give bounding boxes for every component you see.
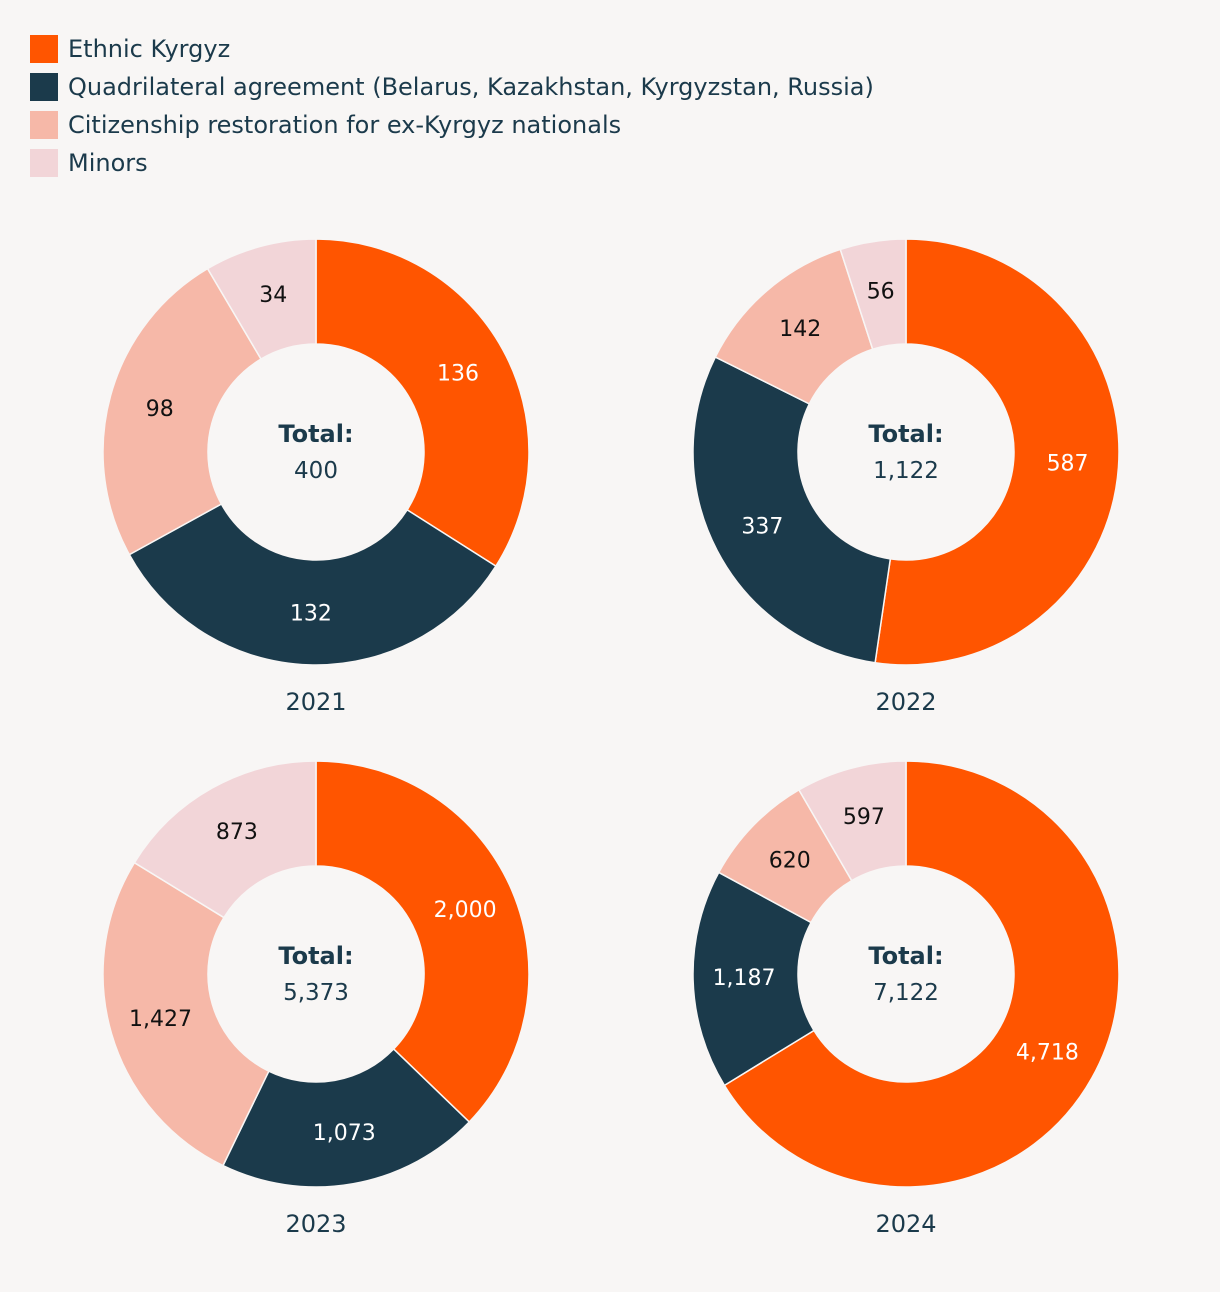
year-label-2022: 2022	[875, 688, 936, 716]
slice-label-minors-2022: 56	[867, 279, 895, 304]
slice-minors-2024	[797, 760, 907, 882]
donut-chart-2021: 136 132 98 34 Total: 400 2021	[102, 238, 530, 716]
total-value-2023: 5,373	[283, 980, 349, 1006]
slice-label-citizenship-restoration-2021: 98	[146, 397, 174, 422]
total-label-2024: Total:	[868, 942, 943, 970]
legend-label-citizenship-restoration: Citizenship restoration for ex-Kyrgyz na…	[68, 111, 622, 139]
slice-label-quadrilateral-agreement-2023: 1,073	[313, 1121, 376, 1146]
year-label-2023: 2023	[285, 1210, 346, 1238]
slice-quadrilateral-agreement-2024	[692, 871, 815, 1087]
total-label-2023: Total:	[278, 942, 353, 970]
year-label-2021: 2021	[285, 688, 346, 716]
legend-swatch-minors	[30, 149, 58, 177]
slice-label-quadrilateral-agreement-2021: 132	[290, 601, 332, 626]
year-label-2024: 2024	[875, 1210, 936, 1238]
legend-item-citizenship-restoration: Citizenship restoration for ex-Kyrgyz na…	[30, 106, 874, 144]
legend-swatch-ethnic-kyrgyz	[30, 35, 58, 63]
legend: Ethnic Kyrgyz Quadrilateral agreement (B…	[30, 30, 874, 182]
legend-label-minors: Minors	[68, 149, 148, 177]
slice-label-quadrilateral-agreement-2022: 337	[741, 515, 783, 540]
slice-label-ethnic-kyrgyz-2021: 136	[437, 361, 479, 386]
slice-ethnic-kyrgyz-2021	[315, 238, 530, 568]
slice-ethnic-kyrgyz-2022	[874, 238, 1120, 666]
donut-chart-2024: 4,718 1,187 620 597 Total: 7,122 2024	[692, 760, 1120, 1238]
legend-swatch-citizenship-restoration	[30, 111, 58, 139]
slice-quadrilateral-agreement-2021	[128, 503, 497, 666]
slice-minors-2023	[133, 760, 317, 919]
legend-item-ethnic-kyrgyz: Ethnic Kyrgyz	[30, 30, 874, 68]
slice-label-citizenship-restoration-2022: 142	[779, 317, 821, 342]
slice-label-quadrilateral-agreement-2024: 1,187	[713, 966, 776, 991]
slice-label-minors-2021: 34	[259, 283, 287, 308]
total-label-2021: Total:	[278, 420, 353, 448]
slice-minors-2022	[839, 238, 907, 351]
total-value-2024: 7,122	[873, 980, 939, 1006]
total-label-2022: Total:	[868, 420, 943, 448]
slice-minors-2021	[206, 238, 317, 361]
total-value-2021: 400	[294, 458, 338, 484]
slice-label-minors-2023: 873	[216, 820, 258, 845]
legend-label-ethnic-kyrgyz: Ethnic Kyrgyz	[68, 35, 231, 63]
slice-quadrilateral-agreement-2022	[692, 356, 892, 664]
donut-chart-2023: 2,000 1,073 1,427 873 Total: 5,373 2023	[102, 760, 530, 1238]
legend-swatch-quadrilateral-agreement	[30, 73, 58, 101]
slice-label-citizenship-restoration-2023: 1,427	[129, 1007, 192, 1032]
slice-label-minors-2024: 597	[843, 805, 885, 830]
legend-item-quadrilateral-agreement: Quadrilateral agreement (Belarus, Kazakh…	[30, 68, 874, 106]
slice-label-ethnic-kyrgyz-2022: 587	[1047, 451, 1089, 476]
legend-label-quadrilateral-agreement: Quadrilateral agreement (Belarus, Kazakh…	[68, 73, 874, 101]
slice-label-citizenship-restoration-2024: 620	[769, 849, 811, 874]
slice-label-ethnic-kyrgyz-2023: 2,000	[434, 898, 497, 923]
total-value-2022: 1,122	[873, 458, 939, 484]
slice-citizenship-restoration-2023	[102, 861, 270, 1167]
slice-quadrilateral-agreement-2023	[221, 1047, 471, 1188]
legend-item-minors: Minors	[30, 144, 874, 182]
slice-ethnic-kyrgyz-2024	[723, 760, 1120, 1188]
slice-ethnic-kyrgyz-2023	[315, 760, 530, 1124]
slice-label-ethnic-kyrgyz-2024: 4,718	[1016, 1041, 1079, 1066]
donut-chart-2022: 587 337 142 56 Total: 1,122 2022	[692, 238, 1120, 716]
slice-citizenship-restoration-2021	[102, 267, 263, 556]
